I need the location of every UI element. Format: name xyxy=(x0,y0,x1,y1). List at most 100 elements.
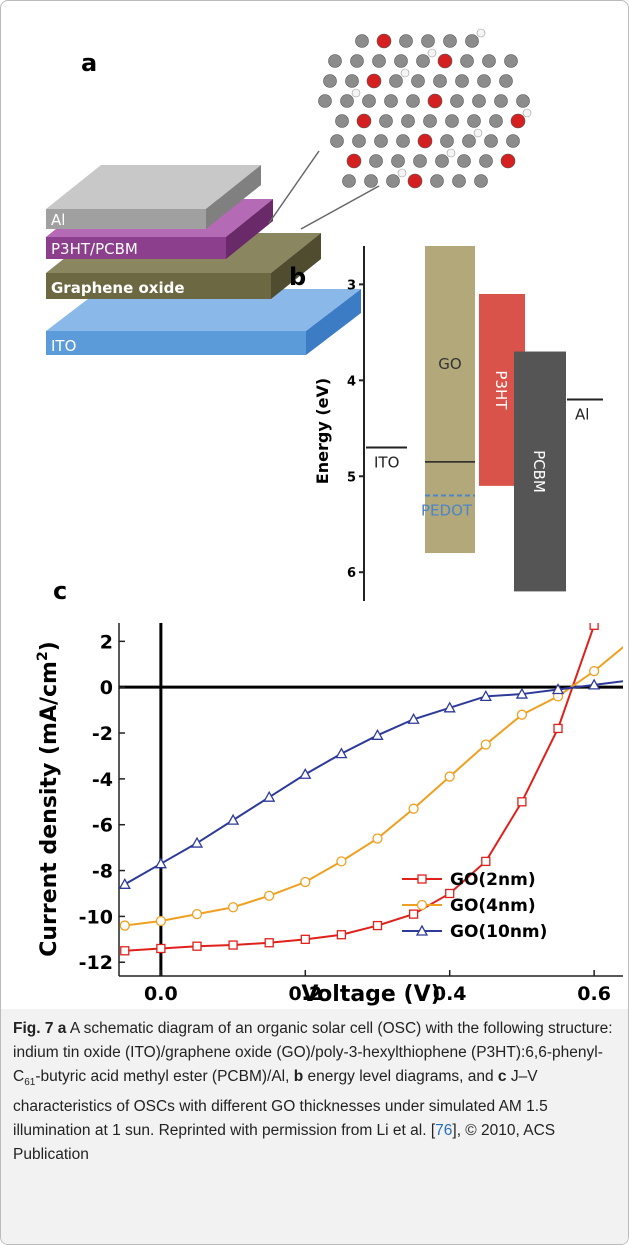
atom xyxy=(366,73,382,89)
marker xyxy=(372,833,383,844)
atom xyxy=(484,134,498,148)
axis-title-text: Current density (mA/cm xyxy=(37,661,62,957)
atom xyxy=(345,74,359,88)
atom xyxy=(473,128,483,138)
y-tick-label: -10 xyxy=(79,906,113,928)
caption-bold: a xyxy=(53,1020,67,1037)
atom xyxy=(342,174,356,188)
panel-label: c xyxy=(53,577,67,605)
atom xyxy=(430,174,444,188)
atom xyxy=(427,93,443,109)
marker xyxy=(227,902,239,913)
marker xyxy=(371,728,384,740)
marker xyxy=(588,665,600,677)
y-tick-label: 2 xyxy=(100,631,113,653)
caption-plain: ], © 2010, ACS Publication xyxy=(13,1122,556,1164)
atom xyxy=(489,114,503,128)
level-label: GO xyxy=(438,355,461,373)
caption-bold: c xyxy=(497,1068,507,1085)
atom xyxy=(476,28,486,38)
marker xyxy=(481,856,491,867)
atom xyxy=(411,74,425,88)
atom xyxy=(394,54,408,68)
caption-plain: energy level diagrams, and xyxy=(303,1068,498,1085)
zoom-line xyxy=(268,150,320,224)
marker xyxy=(263,790,276,802)
marker xyxy=(264,938,274,948)
layer-front xyxy=(46,331,306,355)
x-tick-label: 0.6 xyxy=(577,983,611,1005)
marker xyxy=(300,934,310,944)
caption-plain: A schematic diagram of an organic solar … xyxy=(13,1020,613,1085)
atom xyxy=(452,174,466,188)
layer-side xyxy=(306,289,361,355)
axis-title-text: ) xyxy=(37,641,62,651)
panel-label: a xyxy=(81,49,97,77)
atom xyxy=(474,174,488,188)
layer-front xyxy=(46,273,271,299)
layer-label: ITO xyxy=(51,337,76,355)
atom xyxy=(364,174,378,188)
axis-title: Energy (eV) xyxy=(313,378,332,484)
atom xyxy=(433,74,447,88)
y-tick-label: 0 xyxy=(100,677,113,699)
layer-label: P3HT/PCBM xyxy=(51,240,138,258)
marker xyxy=(416,899,428,911)
marker xyxy=(264,890,275,901)
atom xyxy=(516,94,530,108)
atom xyxy=(445,114,459,128)
atom xyxy=(510,113,526,129)
atom xyxy=(522,108,532,118)
atom xyxy=(417,133,433,149)
atom xyxy=(472,94,486,108)
marker xyxy=(626,637,628,646)
marker xyxy=(335,747,348,759)
atom xyxy=(330,134,344,148)
marker xyxy=(372,920,383,931)
marker xyxy=(226,813,240,825)
y-tick-label: -8 xyxy=(92,861,113,883)
marker xyxy=(625,675,628,684)
atom xyxy=(462,134,476,148)
atom xyxy=(407,173,423,189)
atom xyxy=(416,54,430,68)
panel-label: b xyxy=(289,263,306,291)
marker xyxy=(517,797,527,807)
atom xyxy=(399,34,413,48)
atom xyxy=(499,74,513,88)
plot-area xyxy=(119,623,628,956)
atom xyxy=(352,134,366,148)
marker xyxy=(407,712,420,724)
caption-link[interactable]: 76 xyxy=(435,1122,453,1140)
atom xyxy=(397,168,407,178)
marker xyxy=(336,930,347,940)
marker xyxy=(417,874,427,884)
y-tick-label: -2 xyxy=(92,723,113,745)
atom xyxy=(356,113,372,129)
marker xyxy=(191,908,203,920)
marker xyxy=(515,687,529,699)
atom xyxy=(372,54,386,68)
atom xyxy=(384,94,398,108)
legend-label: GO(2nm) xyxy=(450,870,536,890)
layer-top xyxy=(46,289,361,331)
atom xyxy=(450,94,464,108)
atom xyxy=(482,54,496,68)
marker xyxy=(299,767,312,779)
atom xyxy=(423,114,437,128)
y-tick-label: 5 xyxy=(347,470,356,485)
y-tick-label: 4 xyxy=(347,374,356,389)
atom xyxy=(400,68,410,78)
axis-title: Current density (mA/cm2) xyxy=(35,641,62,957)
marker xyxy=(588,678,601,690)
marker xyxy=(479,690,492,702)
marker xyxy=(119,920,130,931)
atom xyxy=(406,94,420,108)
marker xyxy=(190,836,204,848)
atom xyxy=(435,154,449,168)
caption-bold: b xyxy=(293,1068,304,1085)
marker xyxy=(155,915,167,927)
marker xyxy=(119,877,131,889)
atom xyxy=(443,34,457,48)
